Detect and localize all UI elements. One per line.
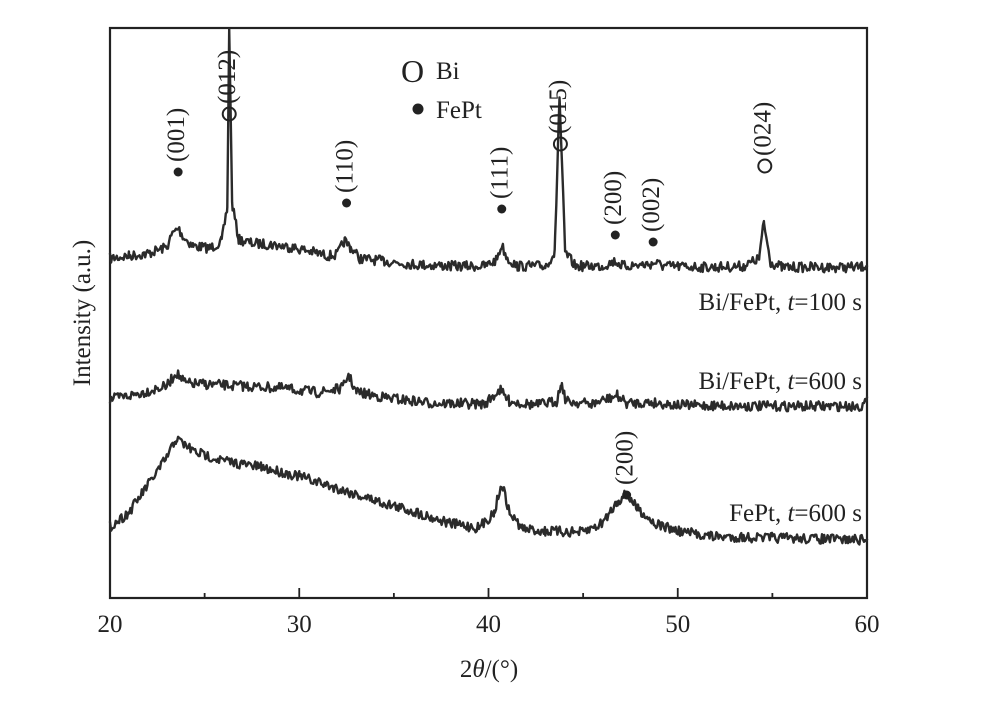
x-tick-label-40: 40 bbox=[476, 611, 501, 638]
traces-group bbox=[108, 27, 869, 546]
filled-circle-marker bbox=[648, 237, 658, 247]
series-labels-group: Bi/FePt, t=100 s Bi/FePt, t=600 s FePt, t=… bbox=[699, 289, 862, 527]
peak-annotation: (200) bbox=[600, 171, 627, 240]
filled-circle-marker bbox=[610, 230, 620, 240]
filled-circle-marker bbox=[173, 167, 183, 177]
legend-fept-label: FePt bbox=[436, 97, 482, 124]
peak-label: (200) bbox=[611, 431, 638, 485]
series-label-1: Bi/FePt, t=100 s bbox=[699, 289, 862, 316]
peak-label: (012) bbox=[214, 50, 241, 104]
peak-label: (110) bbox=[331, 140, 358, 193]
legend-bi-label: Bi bbox=[436, 58, 460, 85]
open-circle-marker bbox=[552, 136, 568, 152]
y-axis-label: Intensity (a.u.) bbox=[69, 240, 96, 386]
peak-annotation: (001) bbox=[163, 108, 190, 177]
series-label-3: FePt, t=600 s bbox=[729, 500, 862, 527]
filled-circle-marker bbox=[622, 490, 632, 500]
legend-bi-symbol: O bbox=[401, 53, 424, 89]
peak-annotation: (002) bbox=[638, 178, 665, 247]
peak-annotation: (015) bbox=[545, 80, 572, 152]
x-tick-label-20: 20 bbox=[98, 611, 123, 638]
x-tick-label-30: 30 bbox=[287, 611, 312, 638]
filled-circle-marker bbox=[497, 204, 507, 214]
open-circle-marker bbox=[221, 106, 237, 122]
filled-circle-marker bbox=[342, 198, 352, 208]
peak-label: (111) bbox=[486, 147, 513, 199]
peak-label: (002) bbox=[638, 178, 665, 232]
x-axis-label: 2θ/(°) bbox=[460, 656, 518, 683]
peak-annotation: (012) bbox=[214, 50, 241, 122]
peak-label: (024) bbox=[750, 102, 777, 156]
series-line-1 bbox=[108, 27, 869, 274]
peak-annotation: (200) bbox=[611, 431, 638, 500]
series-line-2 bbox=[108, 369, 869, 413]
open-circle-marker bbox=[757, 158, 773, 174]
x-axis-label-symbol: θ bbox=[472, 656, 484, 683]
series-line-3 bbox=[108, 435, 869, 546]
peak-annotation: (024) bbox=[750, 102, 777, 174]
peak-label: (015) bbox=[545, 80, 572, 134]
peak-label: (200) bbox=[600, 171, 627, 225]
series-label-2: Bi/FePt, t=600 s bbox=[699, 368, 862, 395]
legend-fept-marker bbox=[412, 103, 424, 115]
x-axis-label-unit: /(°) bbox=[485, 656, 519, 683]
peak-annotations-group: (001) (012) (110) (111) (015) (200) (002) (024)… bbox=[163, 50, 777, 500]
x-tick-label-50: 50 bbox=[665, 611, 690, 638]
peak-annotation: (111) bbox=[486, 147, 513, 214]
legend: O Bi FePt bbox=[401, 53, 482, 124]
peak-annotation: (110) bbox=[331, 140, 358, 208]
x-axis-label-prefix: 2 bbox=[460, 656, 473, 683]
peak-label: (001) bbox=[163, 108, 190, 162]
x-ticks-group: 20 30 40 50 60 bbox=[98, 588, 880, 638]
x-tick-label-60: 60 bbox=[855, 611, 880, 638]
